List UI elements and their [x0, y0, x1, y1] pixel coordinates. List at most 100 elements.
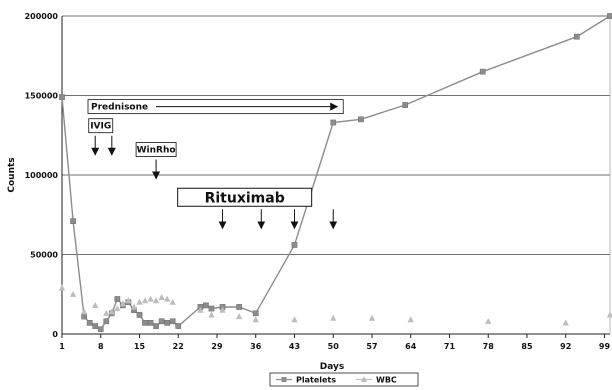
wbc-point — [169, 298, 176, 305]
x-tick-label: 99 — [599, 342, 611, 351]
legend-label: Platelets — [296, 376, 336, 385]
legend-label: WBC — [376, 376, 397, 385]
annotation-prednisone: Prednisone — [87, 99, 344, 115]
y-axis-label: Counts — [7, 157, 17, 192]
platelets-point — [81, 313, 87, 320]
wbc-point — [136, 298, 143, 305]
platelets-point — [158, 318, 165, 325]
wbc-point — [69, 290, 77, 297]
platelets-point — [86, 320, 93, 326]
x-tick-label: 64 — [405, 342, 417, 351]
annotations-layer: Prednisone IVIG WinRho Rituximab — [87, 99, 344, 230]
x-tick-label: 57 — [366, 342, 377, 351]
platelets-point — [358, 116, 364, 123]
x-tick-label: 85 — [521, 342, 533, 351]
y-tick-label: 0 — [52, 330, 58, 339]
wbc-point — [141, 297, 149, 304]
platelets-point — [114, 296, 121, 302]
annotation-winrho: WinRho — [135, 142, 177, 180]
wbc-point — [92, 301, 99, 308]
x-tick-label: 71 — [444, 342, 456, 351]
x-tick-label: 36 — [250, 342, 262, 351]
platelets-point — [70, 218, 76, 224]
legend-box — [269, 372, 419, 387]
annotation-rituximab: Rituximab — [177, 187, 338, 230]
platelets-point — [236, 304, 242, 310]
wbc-point — [158, 294, 165, 301]
y-tick-label: 50000 — [30, 251, 58, 260]
wbc-point — [152, 297, 160, 304]
wbc-point — [130, 303, 138, 310]
platelets-point — [97, 326, 104, 333]
legend-entry-wbc: WBC — [356, 376, 397, 385]
gridlines — [62, 15, 610, 255]
winrho-label: WinRho — [137, 146, 176, 156]
platelets-point — [175, 323, 182, 329]
wbc-point — [208, 311, 215, 318]
y-tick-label: 150000 — [25, 92, 59, 101]
x-tick-label: 43 — [289, 342, 300, 351]
wbc-point — [108, 308, 116, 315]
legend-triangle-marker — [361, 376, 367, 382]
platelets-point — [103, 318, 110, 325]
winrho-box — [135, 142, 177, 157]
axes — [61, 16, 611, 338]
platelets-point — [330, 119, 337, 126]
platelets-point — [142, 320, 148, 326]
wbc-point — [368, 314, 376, 321]
wbc-point — [103, 309, 110, 316]
x-tick-labels: 1 8 15 22 29 36 43 50 57 64 71 78 85 92 99 — [59, 342, 610, 351]
platelets-point — [252, 310, 259, 317]
platelets-point — [164, 320, 171, 326]
platelets-point — [208, 305, 215, 312]
x-tick-label: 22 — [173, 342, 184, 351]
wbc-point — [119, 300, 127, 307]
series-platelets — [59, 13, 612, 333]
platelets-point — [92, 323, 99, 329]
platelets-point — [607, 13, 612, 19]
y-tick-label: 200000 — [25, 12, 59, 21]
wbc-point — [235, 313, 243, 320]
ivig-label: IVIG — [90, 122, 111, 132]
platelets-point — [479, 68, 486, 75]
wbc-point — [330, 314, 337, 321]
x-tick-label: 15 — [134, 342, 146, 351]
wbc-point — [562, 319, 569, 326]
ivig-box — [88, 118, 114, 134]
wbc-point — [252, 316, 259, 323]
rituximab-box — [177, 187, 313, 207]
legend-entry-platelets: Platelets — [276, 376, 336, 385]
series-wbc — [58, 284, 612, 326]
x-tick-label: 50 — [328, 342, 340, 351]
wbc-point — [58, 284, 66, 291]
x-tick-label: 8 — [98, 342, 104, 351]
x-tick-label: 92 — [560, 342, 571, 351]
platelets-point — [291, 242, 298, 248]
x-tick-label: 1 — [59, 342, 65, 351]
annotation-ivig: IVIG — [88, 118, 116, 156]
platelets-point — [169, 318, 176, 325]
y-tick-labels: 0 50000 100000 150000 200000 — [25, 12, 59, 339]
wbc-point — [407, 316, 414, 323]
wbc-point — [80, 308, 88, 315]
platelets-point — [153, 323, 159, 329]
platelets-point — [402, 102, 409, 108]
wbc-point — [197, 306, 204, 313]
wbc-point — [114, 305, 121, 312]
wbc-point — [163, 295, 171, 302]
platelets-point — [203, 302, 209, 309]
wbc-point — [147, 295, 154, 302]
platelets-line — [61, 15, 611, 331]
x-axis-label: Days — [320, 362, 345, 372]
platelets-point — [147, 320, 154, 326]
series-layer — [58, 13, 612, 333]
platelets-point — [573, 33, 580, 40]
wbc-point — [291, 316, 298, 323]
legend: Platelets WBC — [269, 372, 419, 387]
wbc-point — [219, 306, 226, 313]
x-tick-label: 78 — [483, 342, 495, 351]
platelets-point — [136, 312, 143, 318]
rituximab-label: Rituximab — [205, 190, 285, 206]
prednisone-label: Prednisone — [91, 103, 148, 113]
